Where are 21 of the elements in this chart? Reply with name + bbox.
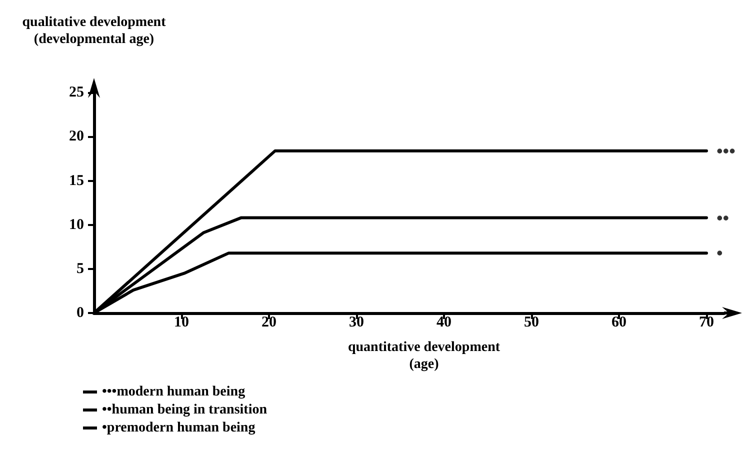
y-tick-label: 5 bbox=[76, 260, 84, 277]
x-tick-label: 10 bbox=[174, 314, 189, 330]
y-axis-title: qualitative development (developmental age) bbox=[22, 15, 166, 47]
x-tick-label: 60 bbox=[612, 314, 626, 330]
x-tick-label: 20 bbox=[262, 314, 276, 330]
y-tick-label: 20 bbox=[69, 128, 84, 145]
y-tick-label: 15 bbox=[69, 172, 84, 189]
x-tick-label: 50 bbox=[524, 314, 539, 330]
x-axis-title: quantitative development (age) bbox=[348, 340, 500, 372]
y-tick-label: 10 bbox=[69, 216, 84, 233]
y-tick-label: 25 bbox=[69, 84, 84, 101]
legend-label: •premodern human being bbox=[102, 420, 256, 436]
annotation: ••• bbox=[716, 140, 736, 161]
annotation: •• bbox=[716, 208, 730, 228]
x-tick-label: 30 bbox=[349, 314, 364, 330]
x-tick-label: 40 bbox=[436, 314, 452, 330]
legend-label: ••human being in transition bbox=[102, 402, 268, 418]
legend-label: •••modern human being bbox=[102, 384, 246, 400]
x-tick-label: 70 bbox=[699, 314, 714, 330]
y-tick-label: 0 bbox=[76, 305, 84, 321]
annotation: • bbox=[716, 243, 723, 264]
